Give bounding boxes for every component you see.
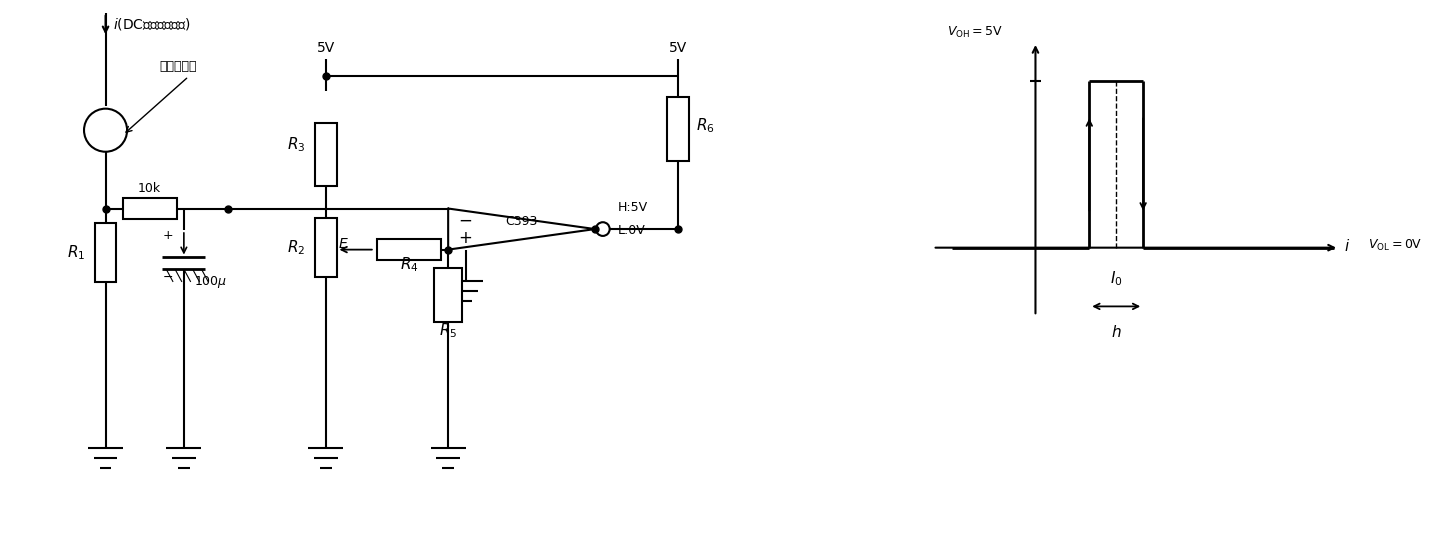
Text: $E$: $E$: [337, 237, 349, 251]
Bar: [123, 198, 177, 219]
Text: 除去噪声用: 除去噪声用: [160, 60, 197, 72]
Text: −: −: [163, 271, 173, 284]
Text: +: +: [163, 229, 173, 242]
Bar: [314, 123, 337, 187]
Bar: [314, 218, 337, 277]
Text: $R_6$: $R_6$: [696, 116, 714, 135]
Circle shape: [596, 222, 610, 236]
Text: H:5V: H:5V: [617, 202, 647, 214]
Text: L:0V: L:0V: [617, 224, 646, 237]
Text: $I_0$: $I_0$: [1110, 269, 1123, 288]
Text: $i$(DC电动机的电流): $i$(DC电动机的电流): [113, 17, 191, 32]
Text: $R_5$: $R_5$: [439, 322, 457, 340]
Text: $R_3$: $R_3$: [287, 136, 306, 154]
Text: $R_2$: $R_2$: [287, 238, 306, 257]
Text: −: −: [457, 211, 472, 229]
Text: 5V: 5V: [317, 41, 334, 55]
Text: 10k: 10k: [139, 182, 161, 195]
Bar: [667, 97, 689, 161]
Text: $V_{\rm OH}=5{\rm V}$: $V_{\rm OH}=5{\rm V}$: [947, 25, 1003, 40]
Text: +: +: [457, 229, 472, 247]
Circle shape: [84, 109, 127, 152]
Bar: [434, 268, 462, 321]
Text: $h$: $h$: [1110, 324, 1122, 340]
Text: $R_1$: $R_1$: [67, 243, 86, 262]
Text: $V_{\rm OL}=0{\rm V}$: $V_{\rm OL}=0{\rm V}$: [1369, 238, 1423, 253]
Bar: [94, 223, 116, 282]
Text: C393: C393: [506, 215, 537, 228]
Text: 5V: 5V: [669, 41, 687, 55]
Text: $R_4$: $R_4$: [400, 255, 419, 274]
Bar: [377, 239, 440, 260]
Text: $100\mu$: $100\mu$: [194, 274, 227, 290]
Text: $i$: $i$: [1343, 238, 1350, 253]
